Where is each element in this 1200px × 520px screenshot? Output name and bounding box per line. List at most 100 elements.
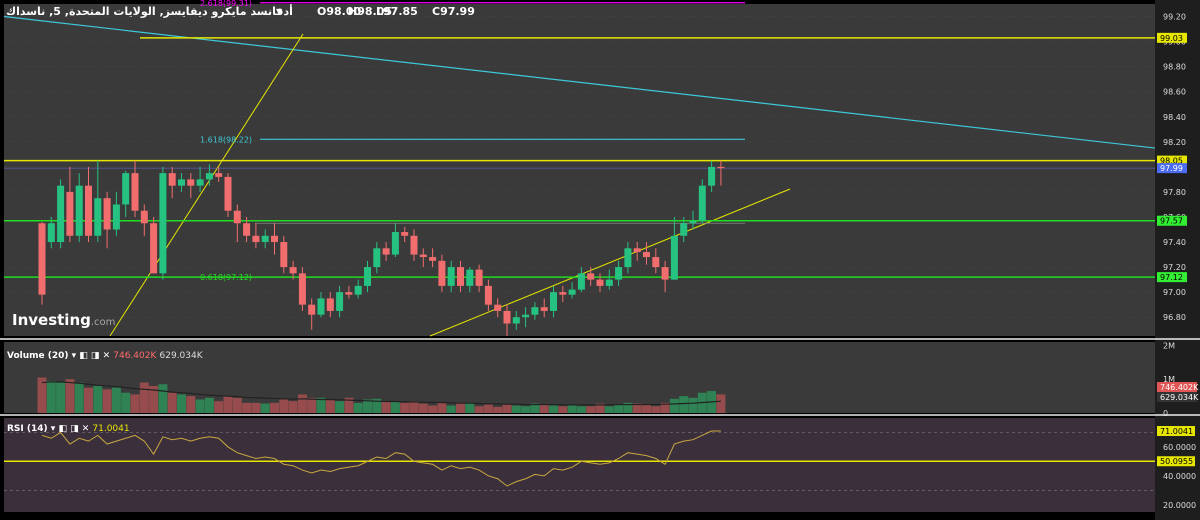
y-tick-label: 99.20 (1163, 13, 1186, 22)
candle-body (94, 198, 102, 236)
candle-body (438, 260, 446, 286)
candle-body (457, 267, 464, 286)
volume-level-label: 746.402K (1160, 383, 1199, 392)
volume-bar (437, 402, 447, 413)
price-level-badge (1157, 155, 1187, 166)
volume-bar (400, 402, 410, 413)
volume-bar (74, 382, 84, 413)
volume-bar (270, 402, 279, 413)
volume-bar (84, 387, 93, 413)
volume-bar (446, 405, 456, 413)
rsi-label: RSI (14) ▾ ◧ ◨ ✕ 71.0041 (7, 424, 130, 434)
volume-bar (669, 398, 679, 413)
candle-body (354, 285, 362, 295)
candle-body (243, 223, 251, 236)
candle-body (596, 279, 604, 286)
candle-body (652, 257, 660, 268)
volume-bar (288, 401, 298, 413)
volume-bar (558, 406, 568, 413)
volume-bar (279, 399, 289, 413)
trend-line-fib (109, 33, 304, 337)
volume-bar (260, 403, 270, 413)
candle-body (689, 220, 697, 224)
y-tick-label: 98.20 (1163, 138, 1186, 147)
volume-bar (586, 406, 596, 413)
volume-bar (232, 397, 242, 413)
volume-bar (139, 382, 149, 413)
volume-bar (632, 403, 642, 413)
volume-bar (651, 406, 661, 413)
volume-bar (37, 377, 47, 413)
candle-body (475, 269, 483, 286)
volume-tick-label: 1M (1163, 375, 1175, 384)
candle-body (587, 273, 595, 280)
candle-body (178, 179, 185, 186)
candle-body (401, 232, 409, 236)
volume-bar (242, 402, 252, 413)
candle-body (382, 248, 390, 255)
candle-body (429, 257, 437, 261)
volume-level-label: 629.034K (1160, 393, 1199, 402)
price-level-label: 99.03 (1160, 34, 1183, 43)
candle-body (224, 176, 232, 211)
volume-bar (688, 397, 698, 413)
volume-bar (549, 405, 558, 413)
volume-bar (93, 385, 103, 413)
volume-bar (186, 396, 196, 413)
candle-body (280, 242, 288, 268)
candle-body (512, 317, 520, 324)
y-tick-label: 97.80 (1163, 188, 1186, 197)
candle-body (419, 254, 427, 258)
dropdown-icon[interactable]: ▼ (276, 7, 283, 16)
candle-body (289, 267, 297, 274)
volume-bar (325, 400, 335, 413)
rsi-tick-label: 20.0000 (1163, 501, 1196, 510)
high-value: H98.05 (348, 5, 392, 18)
price-level-badge (1157, 215, 1187, 226)
volume-bar (530, 403, 540, 413)
rsi-level-label: 50.0955 (1160, 457, 1193, 466)
volume-bar (204, 397, 214, 413)
volume-bar (251, 402, 261, 413)
volume-bar (483, 404, 493, 413)
volume-bar (111, 387, 121, 413)
candle-body (140, 210, 148, 224)
candle-body (85, 185, 92, 236)
candle-body (75, 185, 83, 236)
volume-bar (428, 405, 438, 413)
volume-level-badge (1157, 392, 1197, 402)
price-level-badge (1157, 32, 1187, 43)
candle-body (196, 179, 204, 186)
price-level-badge (1157, 272, 1187, 283)
price-level-label: 98.05 (1160, 157, 1183, 166)
volume-bar (223, 396, 233, 413)
volume-bar (567, 404, 577, 413)
volume-bar (149, 385, 159, 413)
candle-body (233, 210, 241, 224)
volume-bar (409, 401, 419, 413)
y-tick-label: 97.00 (1163, 288, 1186, 297)
volume-bar (121, 392, 131, 413)
volume-bar (511, 405, 521, 413)
volume-label: Volume (20) ▾ ◧ ◨ ✕ 746.402K 629.034K (7, 351, 203, 361)
volume-bar (381, 401, 391, 413)
volume-bar (390, 401, 400, 413)
y-tick-label: 98.60 (1163, 88, 1186, 97)
volume-bar (307, 397, 317, 413)
brand-logo: Investing.com (12, 311, 116, 329)
volume-bar (363, 399, 372, 413)
candle-body (484, 285, 492, 305)
volume-bar (465, 402, 475, 413)
volume-bar (335, 401, 345, 413)
volume-bar (660, 402, 670, 413)
y-tick-label: 96.80 (1163, 313, 1186, 322)
volume-bar (502, 404, 512, 413)
candle-body (680, 223, 688, 236)
rsi-tick-label: 40.0000 (1163, 472, 1196, 481)
volume-bar (372, 398, 382, 413)
candle-body (391, 232, 399, 255)
y-tick-label: 97.40 (1163, 238, 1186, 247)
low-value: L97.85 (376, 5, 418, 18)
candle-body (150, 223, 158, 274)
